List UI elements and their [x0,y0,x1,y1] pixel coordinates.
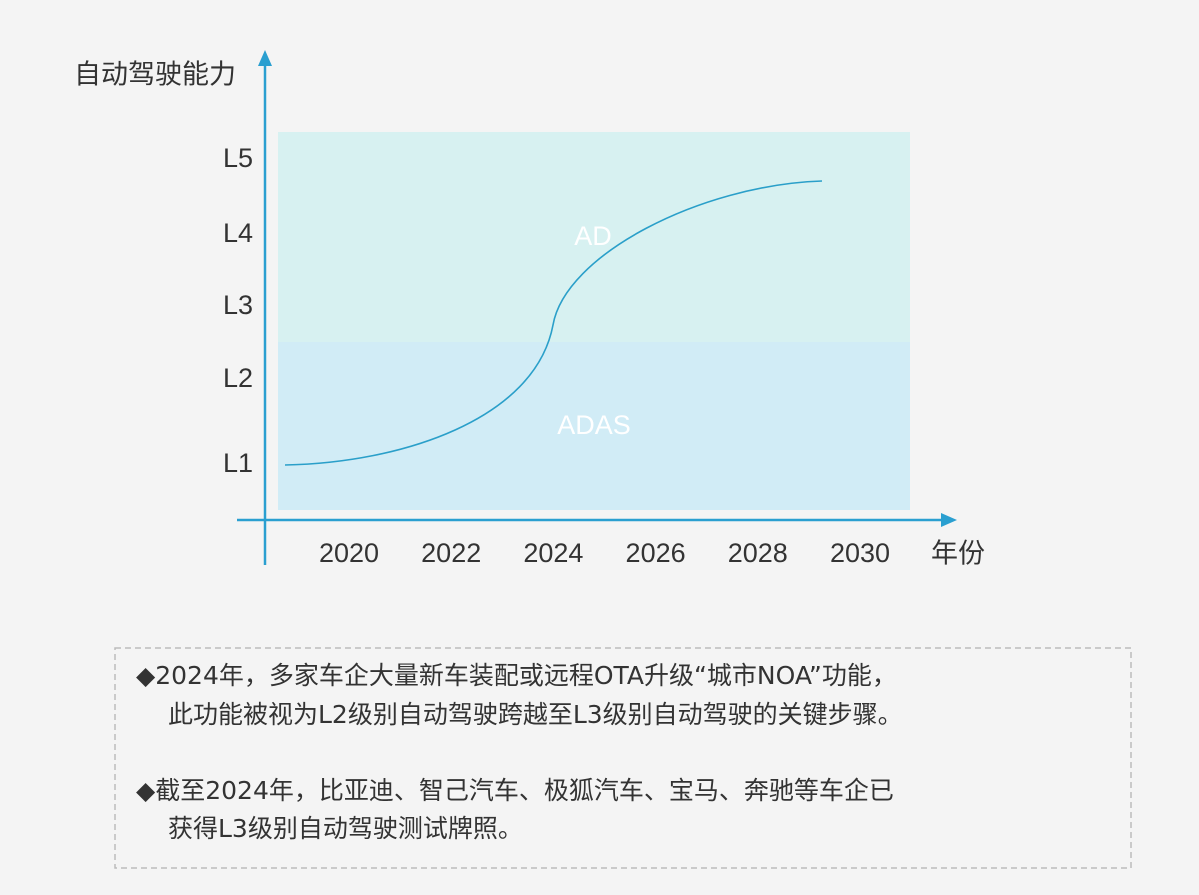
x-year-label: 2020 [319,538,379,568]
y-level-label: L4 [223,218,253,248]
y-level-label: L5 [223,143,253,173]
y-level-label: L3 [223,290,253,320]
y-axis-title: 自动驾驶能力 [74,60,236,91]
x-year-label: 2028 [728,538,788,568]
y-arrow [258,50,272,66]
x-axis-title: 年份 [931,539,985,570]
x-year-label: 2024 [523,538,583,568]
adas-region [278,342,910,510]
note-line: 此功能被视为L2级别自动驾驶跨越至L3级别自动驾驶的关键步骤。 [168,700,903,729]
x-year-label: 2022 [421,538,481,568]
capability-curve [284,180,823,466]
x-year-label: 2030 [830,538,890,568]
note-line: ◆截至2024年，比亚迪、智己汽车、极狐汽车、宝马、奔驰等车企已 [136,776,894,805]
region-label: ADAS [557,410,631,440]
notes-box [114,647,1132,869]
y-level-label: L1 [223,448,253,478]
note-line: 获得L3级别自动驾驶测试牌照。 [168,814,523,843]
note-line: ◆2024年，多家车企大量新车装配或远程OTA升级“城市NOA”功能， [136,661,897,690]
region-label: AD [574,221,612,251]
ad-region [278,132,910,342]
x-arrow [941,513,957,527]
y-level-label: L2 [223,363,253,393]
x-year-label: 2026 [626,538,686,568]
